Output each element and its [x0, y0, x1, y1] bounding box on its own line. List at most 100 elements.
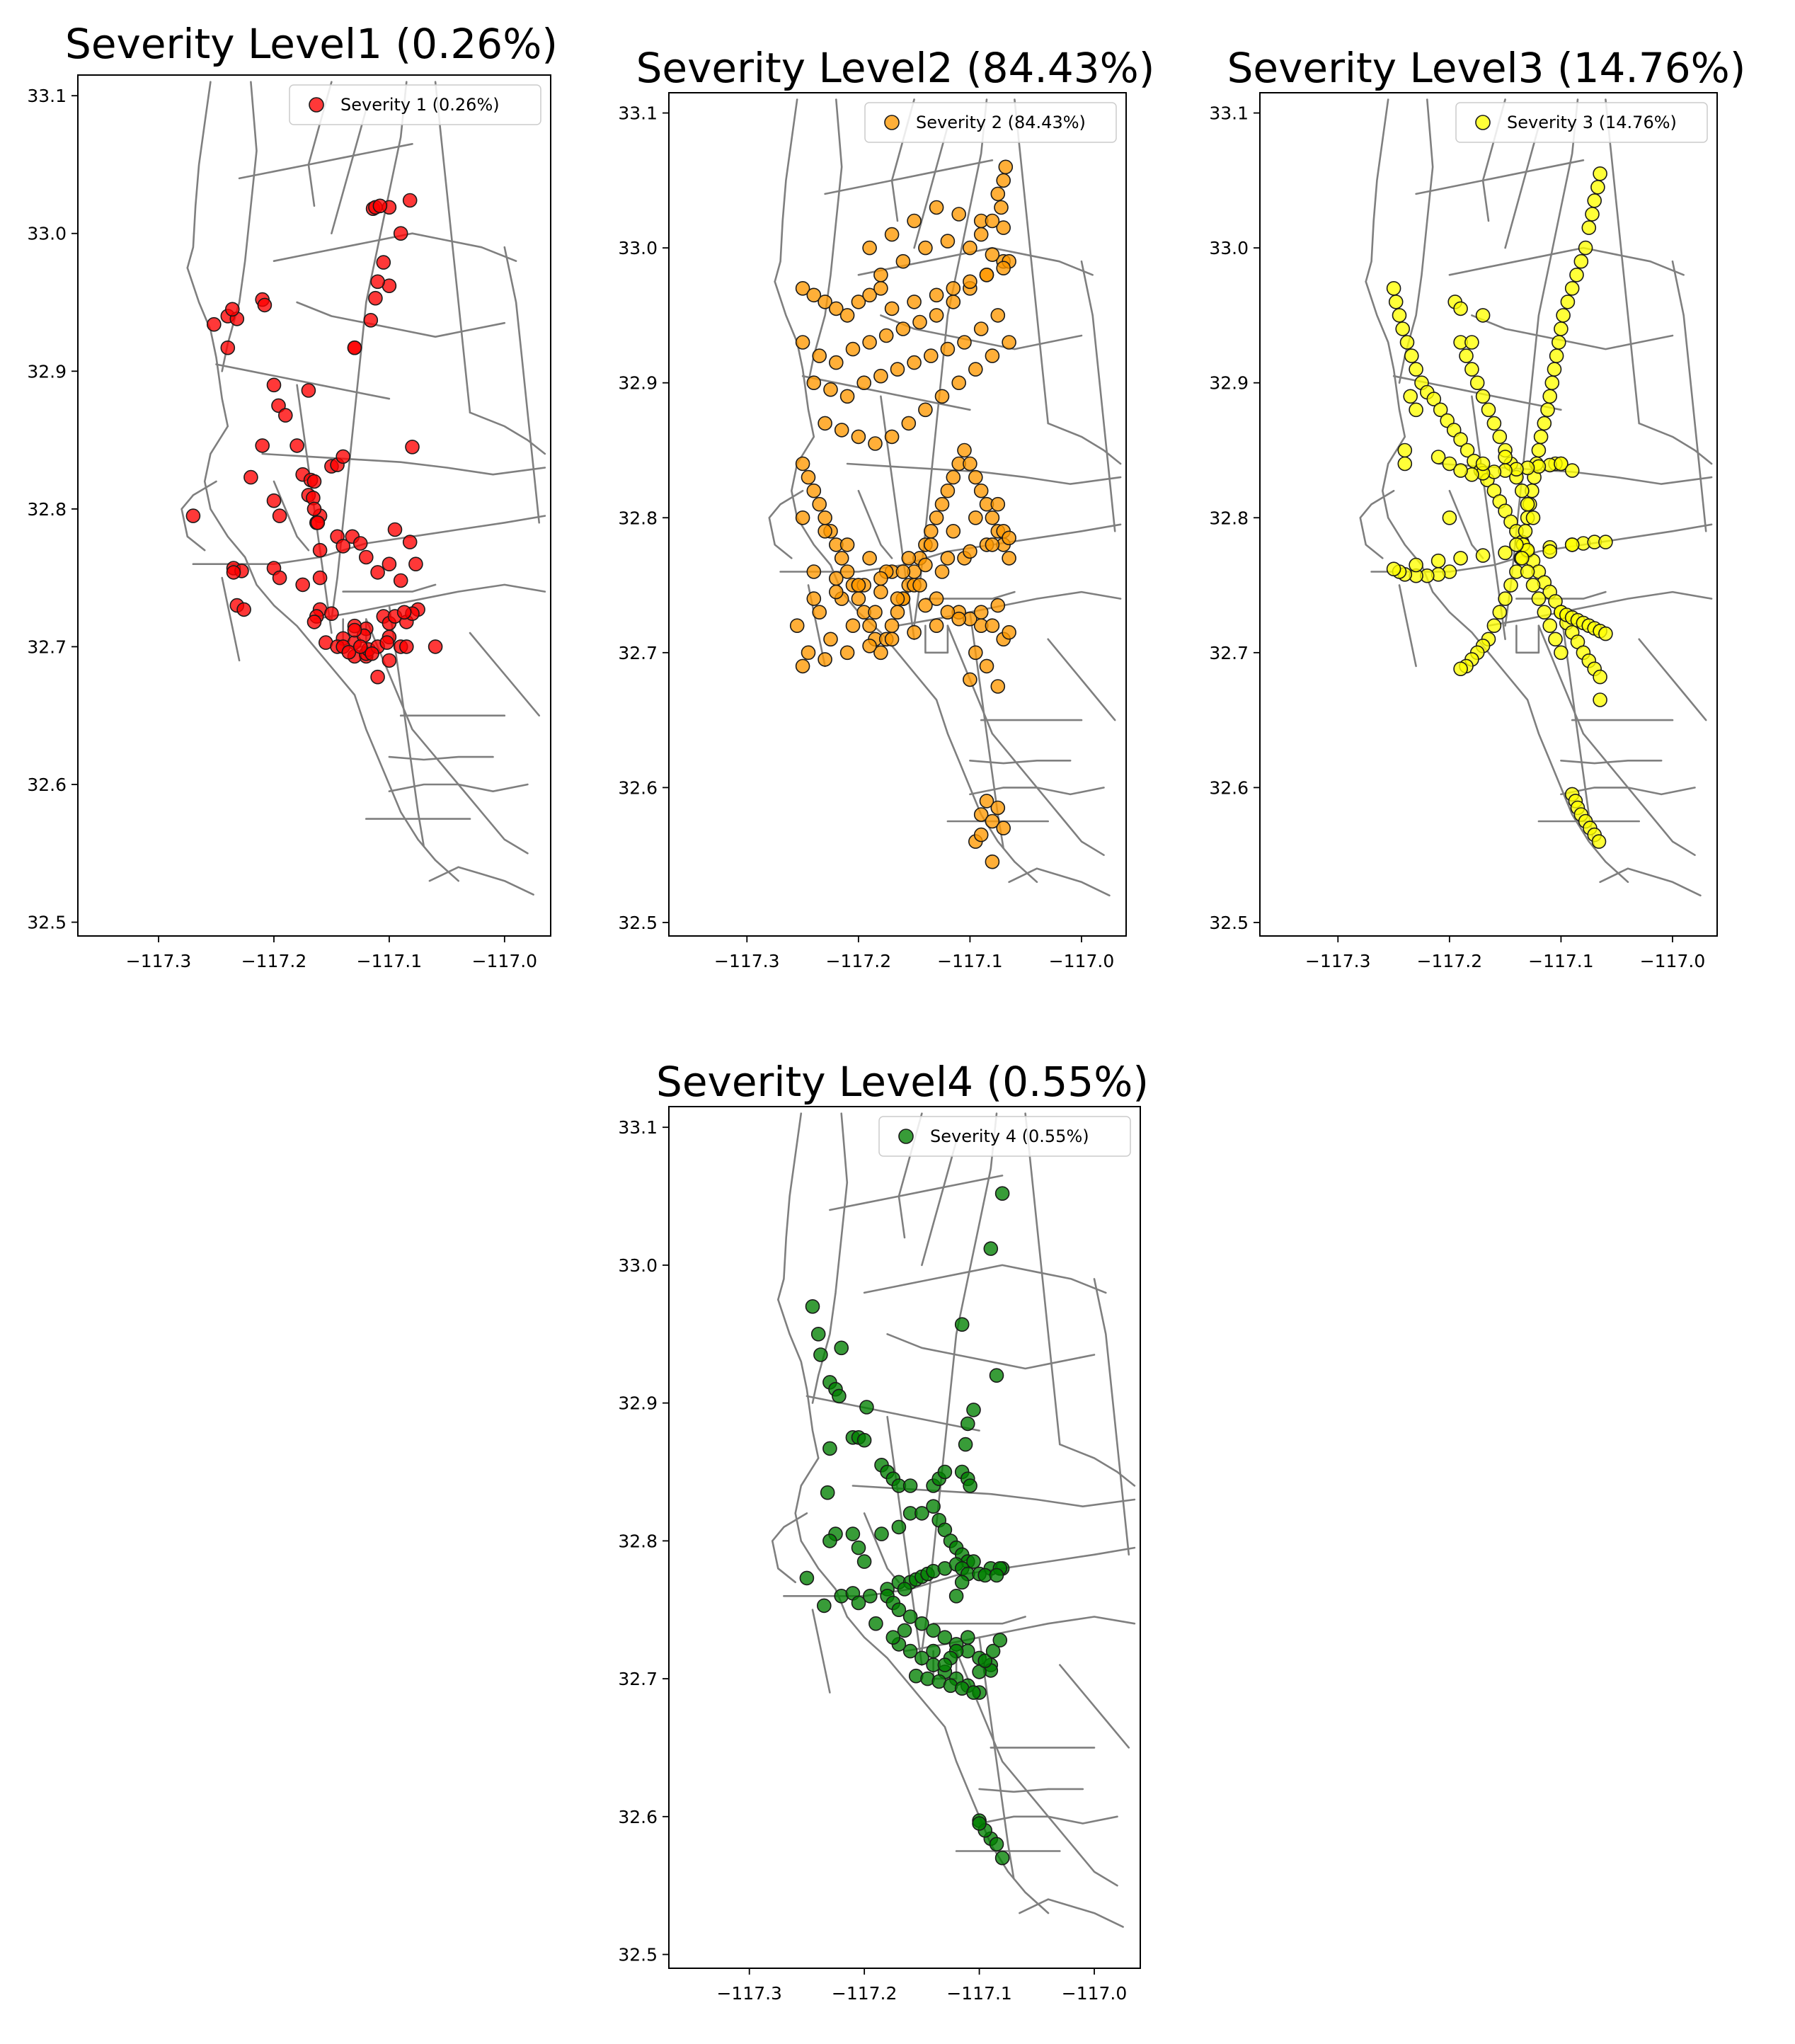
road-line	[863, 1512, 900, 1584]
data-point	[985, 854, 1000, 869]
severity-2-panel: Severity Level2 (84.43%) −117.3 −117.2 −117…	[618, 44, 1154, 971]
road-line	[805, 1395, 980, 1432]
data-point	[398, 639, 414, 654]
road-line	[1504, 125, 1540, 249]
data-point	[1525, 578, 1541, 593]
data-point	[839, 537, 855, 552]
y-tick-label: 32.7	[1209, 643, 1249, 663]
road-line	[1365, 280, 1629, 884]
road-line	[768, 489, 804, 559]
data-point	[963, 240, 977, 256]
y-tick-label: 32.9	[618, 1393, 658, 1414]
data-point	[1442, 510, 1457, 525]
data-point	[868, 1616, 883, 1631]
data-point	[951, 207, 966, 222]
road-line	[1398, 584, 1417, 668]
data-point	[1549, 348, 1564, 363]
data-point	[862, 638, 877, 653]
data-point	[934, 564, 950, 579]
road-line	[946, 624, 1105, 856]
x-tick-label: −117.1	[946, 1983, 1012, 2004]
data-point	[895, 564, 911, 579]
data-point	[1552, 335, 1566, 350]
data-point	[370, 274, 385, 290]
data-point	[878, 328, 894, 343]
road-line	[186, 81, 212, 269]
road-line	[1415, 159, 1585, 195]
data-point	[990, 679, 1006, 694]
road-line	[1014, 98, 1049, 425]
y-tick-label: 32.9	[27, 361, 67, 382]
data-point	[963, 1478, 977, 1493]
road-line	[811, 1112, 849, 1404]
data-point	[306, 474, 322, 489]
data-point	[963, 274, 977, 290]
data-point	[873, 280, 888, 296]
data-point	[1453, 463, 1468, 478]
road-line	[783, 1546, 1136, 1597]
y-tick-label: 32.9	[618, 373, 658, 394]
data-point	[829, 584, 844, 600]
data-point	[912, 314, 927, 330]
data-point	[1542, 544, 1557, 559]
data-point	[902, 1478, 918, 1493]
data-point	[1453, 432, 1468, 447]
data-point	[926, 1623, 941, 1638]
data-point	[1537, 416, 1552, 431]
data-point	[963, 456, 977, 472]
data-point	[862, 287, 877, 303]
data-point	[1520, 496, 1535, 512]
road-line	[1008, 867, 1111, 897]
x-tick-label: −117.2	[1417, 951, 1483, 971]
road-line	[1059, 1664, 1130, 1749]
data-point	[1399, 335, 1415, 350]
data-point	[946, 469, 961, 485]
data-point	[1590, 180, 1605, 195]
data-point	[901, 416, 917, 431]
data-point	[1475, 548, 1491, 563]
data-point	[358, 549, 374, 565]
panel-title: Severity Level1 (0.26%)	[65, 20, 558, 68]
data-point	[907, 295, 922, 309]
data-point	[973, 827, 989, 843]
data-point	[994, 1850, 1010, 1866]
data-point	[885, 1630, 901, 1645]
data-point	[979, 267, 994, 282]
data-point	[989, 1368, 1004, 1383]
road-line	[1537, 624, 1696, 856]
data-point	[891, 1602, 907, 1617]
data-point	[387, 522, 403, 537]
data-point	[862, 335, 877, 350]
plot-frame	[77, 74, 551, 937]
legend-marker	[884, 115, 900, 130]
accident-points	[799, 1186, 1010, 1866]
data-point	[926, 1643, 941, 1659]
data-point	[306, 501, 322, 517]
road-line	[1059, 1443, 1136, 1487]
x-tick-label: −117.0	[1062, 1983, 1128, 2004]
data-point	[873, 584, 888, 600]
data-point	[1564, 280, 1580, 296]
data-point	[402, 535, 418, 549]
data-point	[1591, 834, 1607, 849]
road-line	[1560, 760, 1663, 765]
data-point	[1537, 605, 1552, 620]
severity-3-panel: Severity Level3 (14.76%) −117.3 −117.2 −117…	[1209, 44, 1745, 971]
road-line	[342, 583, 437, 593]
data-point	[973, 807, 989, 822]
data-point	[352, 536, 368, 551]
x-tick-label: −117.2	[826, 951, 892, 971]
legend-marker	[898, 1129, 914, 1144]
y-tick-label: 32.9	[1209, 373, 1249, 394]
data-point	[1542, 389, 1557, 404]
data-point	[914, 1650, 929, 1666]
data-point	[818, 510, 832, 525]
data-point	[891, 1519, 907, 1535]
data-point	[918, 402, 933, 418]
data-point	[862, 551, 877, 566]
y-tick-label: 32.8	[27, 499, 67, 520]
data-point	[255, 438, 270, 453]
data-point	[1598, 626, 1613, 641]
data-point	[1554, 456, 1569, 472]
y-tick-label: 33.1	[27, 86, 67, 106]
